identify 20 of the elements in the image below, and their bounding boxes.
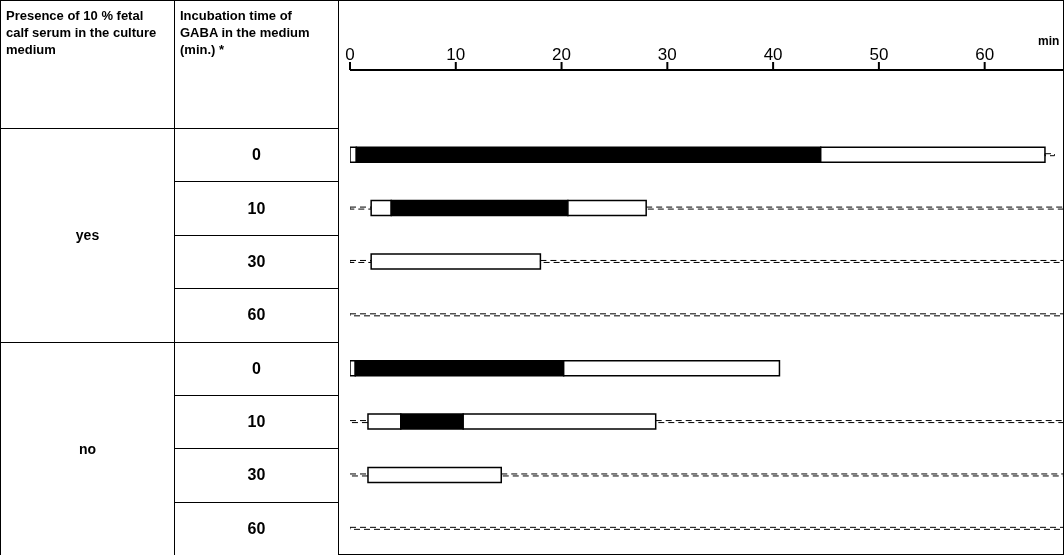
y-tick-label: 10 (174, 181, 339, 236)
x-tick-label: 0 (345, 45, 355, 64)
y-tick-label: 0 (174, 341, 339, 396)
x-tick-label: 20 (552, 45, 572, 64)
x-axis-title: min (1038, 34, 1060, 48)
x-tick-label: 30 (657, 45, 677, 64)
y-tick-label: 60 (174, 501, 339, 555)
y-tick-label: 60 (174, 288, 339, 343)
text: Presence of 10 % fetal calf serum in the culture medium (0, 0, 175, 129)
text: yes (0, 128, 175, 343)
text: no (0, 341, 175, 555)
y-tick-label: 0 (174, 128, 339, 183)
x-tick-label: 40 (763, 45, 783, 64)
y-axis-title: Incubation time of GABA in the medium (min.) * (174, 0, 339, 129)
y-tick-label: 30 (174, 448, 339, 503)
y-tick-label: 30 (174, 234, 339, 290)
x-tick-label: 60 (975, 45, 995, 64)
y-tick-label: 10 (174, 394, 339, 450)
x-tick-label: 10 (446, 45, 466, 64)
x-tick-label: 50 (869, 45, 889, 64)
